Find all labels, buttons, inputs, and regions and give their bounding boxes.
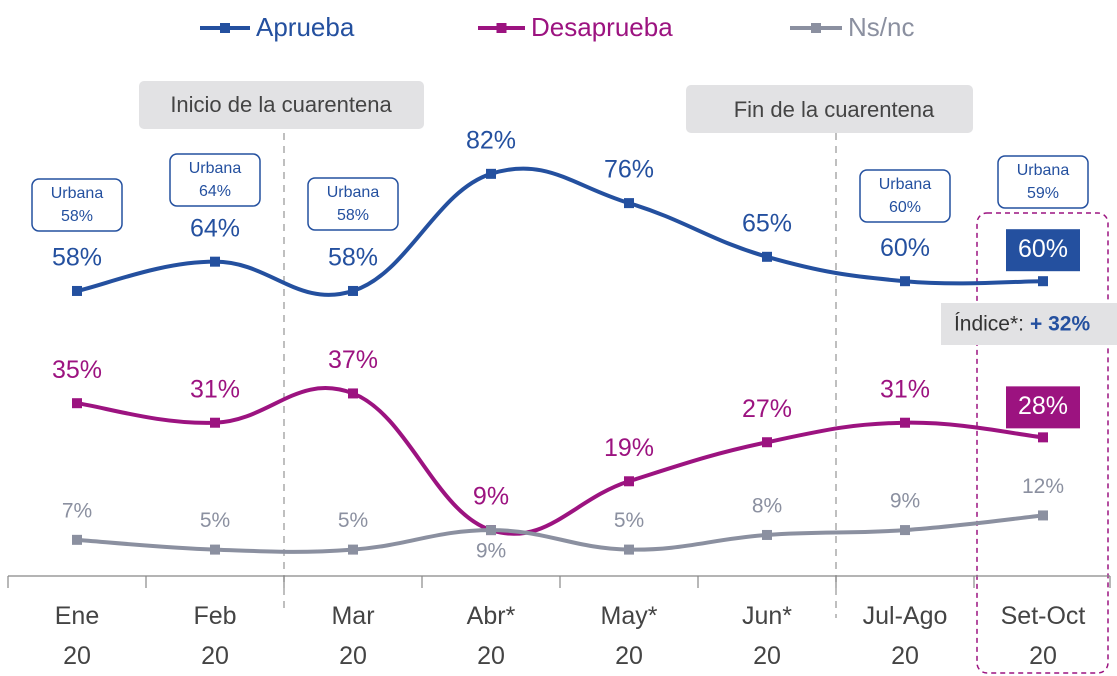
- urbana-box: [307, 177, 399, 231]
- annotation-box: [139, 81, 424, 129]
- urbana-text: 64%: [199, 183, 231, 200]
- point: [762, 437, 772, 448]
- point: [624, 198, 634, 209]
- data-label: 12%: [1022, 475, 1064, 498]
- urbana-text: 60%: [889, 199, 921, 216]
- legend-label: Ns/nc: [848, 12, 914, 42]
- data-label: 5%: [200, 509, 230, 532]
- data-label: 35%: [52, 356, 102, 384]
- x-tick-label: Ene 20: [54, 602, 100, 670]
- urbana-text: 59%: [1027, 185, 1059, 202]
- x-tick-label: Mar 20: [331, 602, 375, 670]
- annotation: Inicio de la cuarentena: [170, 92, 392, 117]
- data-label: 9%: [476, 540, 506, 563]
- point: [762, 529, 772, 540]
- urbana-box: [169, 153, 261, 207]
- point: [486, 525, 496, 536]
- data-label: 58%: [328, 244, 378, 272]
- point: [900, 525, 910, 536]
- point: [210, 544, 220, 555]
- data-label: 7%: [62, 499, 92, 522]
- label-box: [1006, 386, 1080, 429]
- point: [900, 276, 910, 287]
- point: [1038, 276, 1048, 287]
- label-box: [1006, 229, 1080, 272]
- urbana-text: Urbana: [51, 185, 104, 202]
- point: [348, 544, 358, 555]
- data-label: 58%: [52, 244, 102, 272]
- series-line: [76, 513, 1044, 554]
- x-tick-label: Jul-Ago 20: [862, 602, 948, 670]
- annotation: Fin de la cuarentena: [734, 97, 935, 122]
- data-label: 31%: [880, 375, 930, 403]
- point: [72, 534, 82, 545]
- data-label: 5%: [338, 509, 368, 532]
- x-tick-label: Abr* 20: [466, 602, 516, 670]
- point: [1038, 510, 1048, 521]
- data-label: 60%: [1018, 235, 1068, 263]
- data-label: 82%: [466, 126, 516, 154]
- highlight-frame: [976, 212, 1109, 674]
- annotation-box: [941, 303, 1117, 345]
- annotation-box: [686, 85, 973, 133]
- urbana-text: Urbana: [879, 176, 932, 193]
- point: [1038, 432, 1048, 443]
- urbana-box: [997, 155, 1089, 209]
- urbana-box: [859, 169, 951, 223]
- urbana-box: [31, 178, 123, 232]
- point: [486, 168, 496, 179]
- point: [900, 417, 910, 428]
- legend-label: Desaprueba: [531, 12, 673, 42]
- point: [210, 256, 220, 267]
- legend-label: Aprueba: [256, 12, 355, 42]
- legend-marker: [496, 23, 507, 33]
- urbana-text: 58%: [337, 207, 369, 224]
- data-label: 37%: [328, 346, 378, 374]
- legend-marker: [811, 23, 821, 33]
- data-label: 9%: [890, 490, 920, 513]
- data-label: 31%: [190, 375, 240, 403]
- data-label: 8%: [752, 495, 782, 518]
- point: [348, 388, 358, 399]
- point: [72, 398, 82, 409]
- data-label: 65%: [742, 209, 792, 237]
- point: [348, 285, 358, 296]
- point: [624, 476, 634, 487]
- x-tick-label: Feb 20: [193, 602, 237, 670]
- data-label: 76%: [604, 156, 654, 184]
- urbana-text: Urbana: [327, 184, 380, 201]
- data-label: 60%: [880, 234, 930, 262]
- series-line: [76, 166, 1044, 297]
- urbana-text: Urbana: [189, 160, 242, 177]
- annotation-label: Índice*:: [954, 313, 1024, 336]
- series-line: [76, 386, 1044, 536]
- point: [210, 417, 220, 428]
- data-label: 28%: [1018, 392, 1068, 420]
- x-tick-label: Jun* 20: [741, 602, 793, 670]
- data-label: 27%: [742, 395, 792, 423]
- point: [762, 251, 772, 262]
- data-label: 5%: [614, 509, 644, 532]
- data-label: 64%: [190, 214, 240, 242]
- urbana-text: Urbana: [1017, 162, 1070, 179]
- annotation-value: + 32%: [1030, 313, 1090, 336]
- data-label: 9%: [473, 483, 509, 511]
- legend-marker: [220, 23, 230, 33]
- data-label: 19%: [604, 434, 654, 462]
- x-tick-label: Set-Oct 20: [1000, 602, 1086, 670]
- urbana-text: 58%: [61, 208, 93, 225]
- point: [72, 285, 82, 296]
- x-tick-label: May* 20: [600, 602, 658, 670]
- point: [624, 544, 634, 555]
